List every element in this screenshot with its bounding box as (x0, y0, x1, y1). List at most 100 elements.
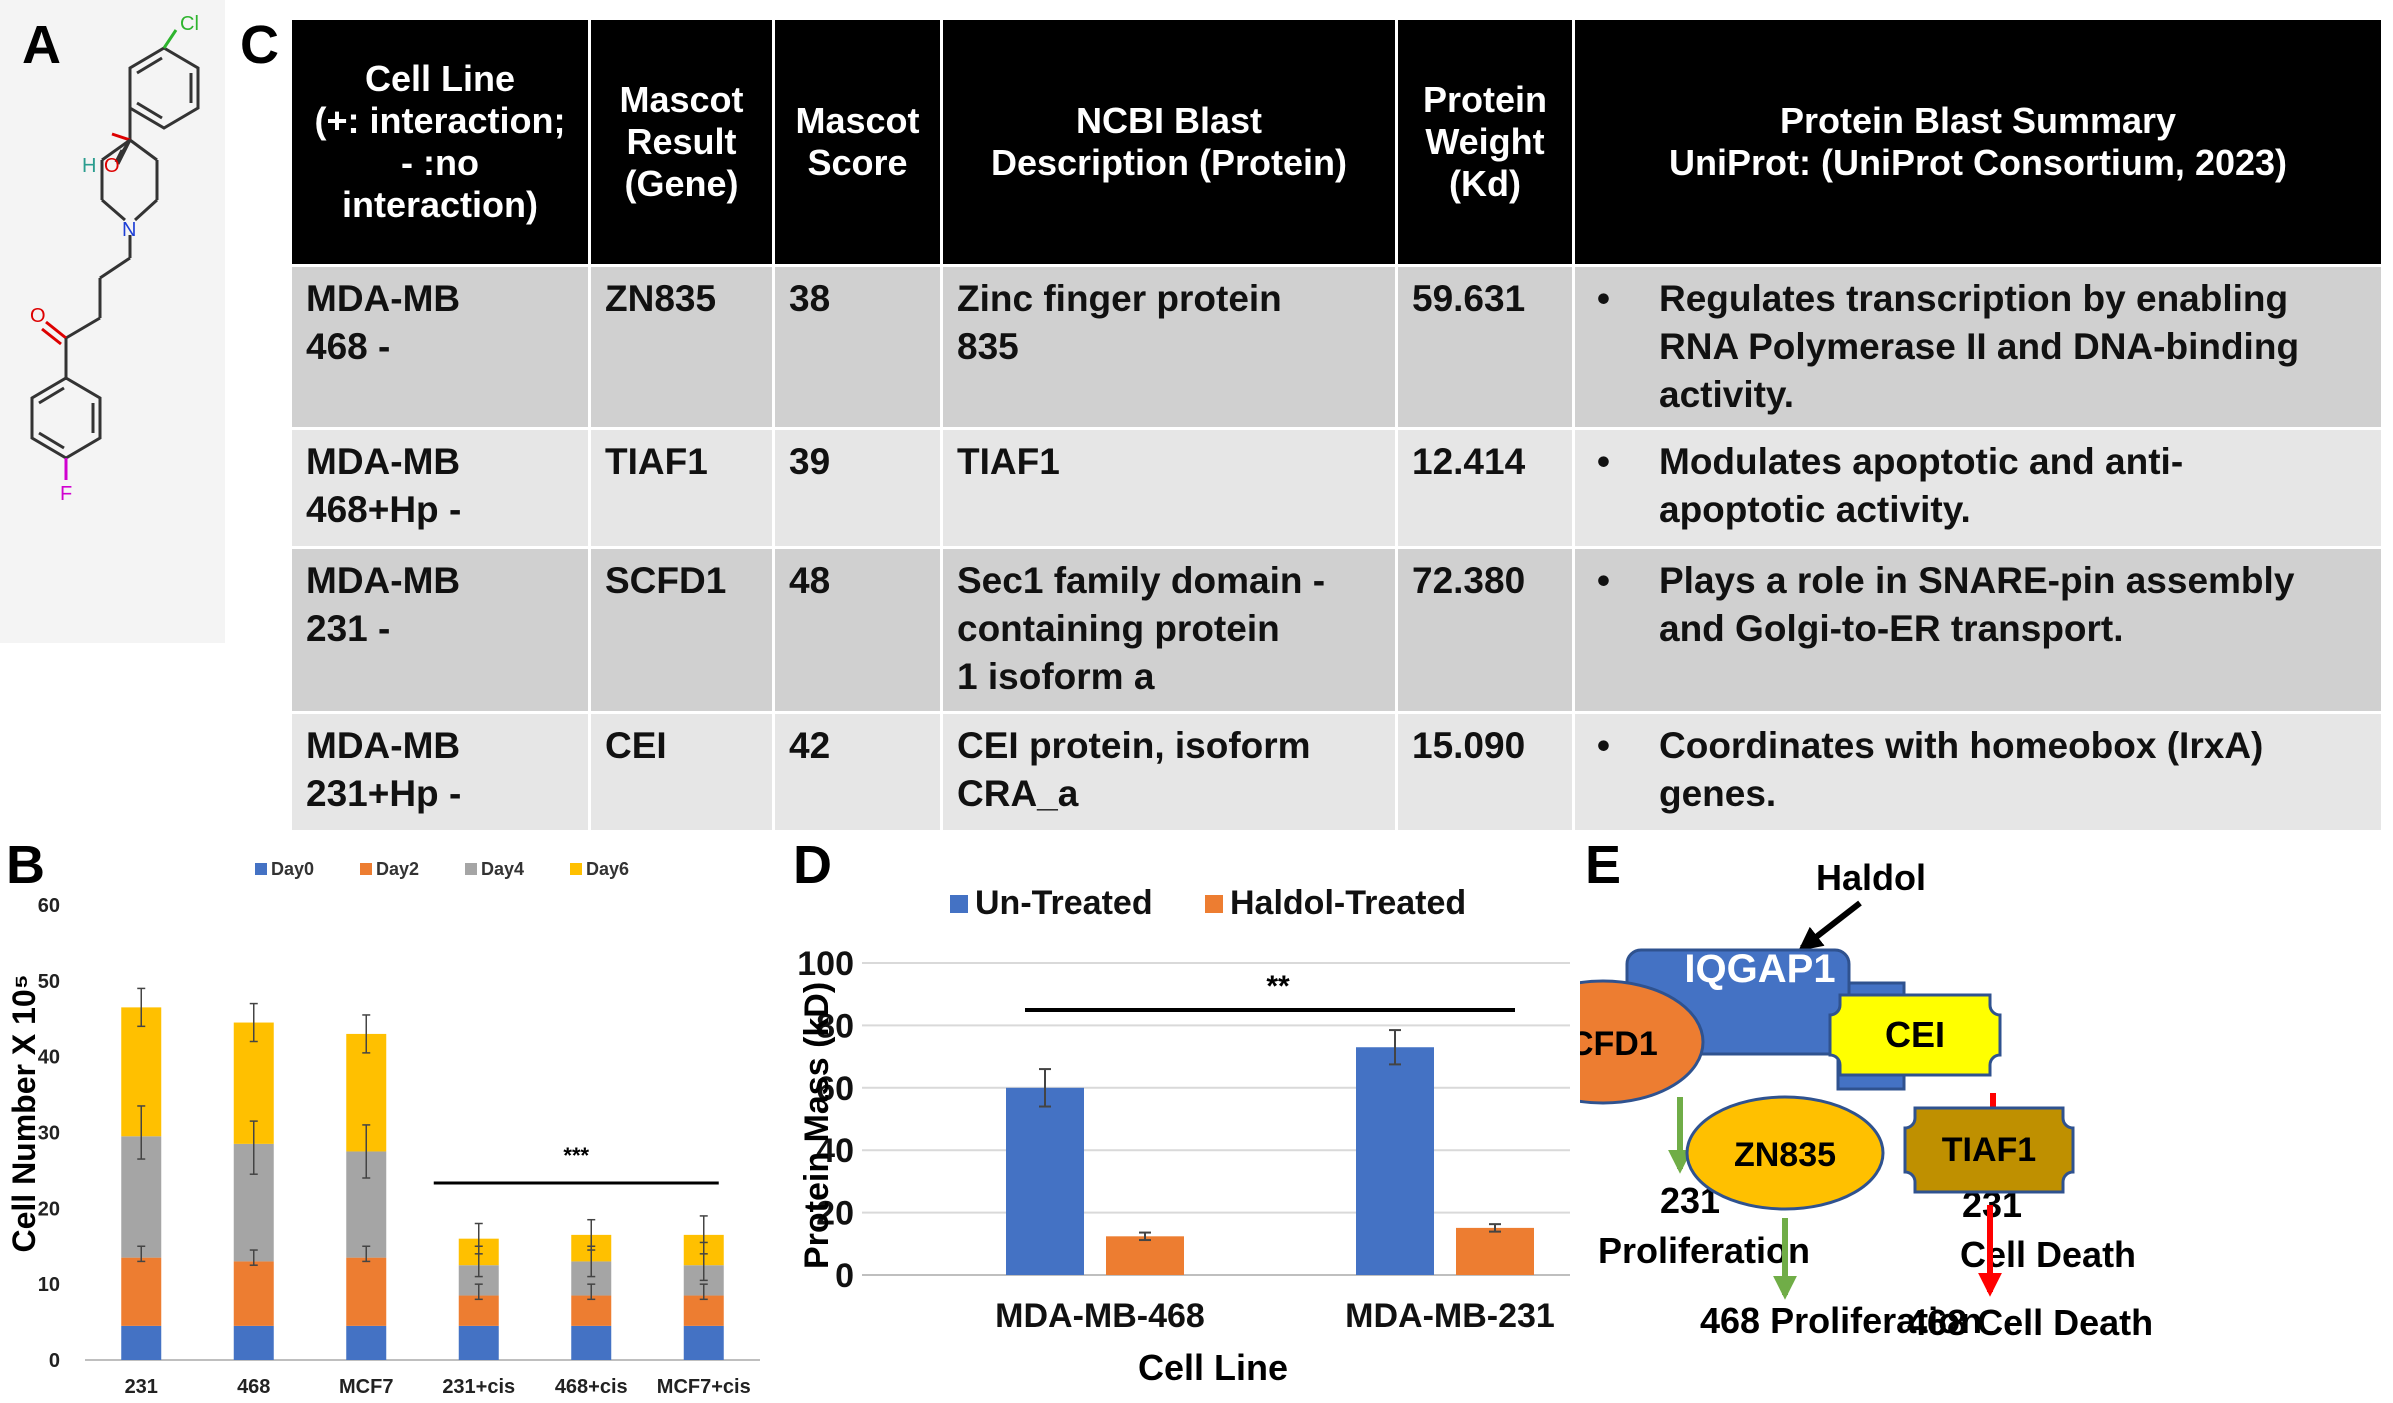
cell-description: Zinc finger protein 835 (940, 264, 1398, 430)
x-tick-label: 468 (237, 1376, 270, 1398)
y-tick-label: 40 (816, 1132, 854, 1170)
cell-line: MDA-MB 468+Hp - (289, 427, 591, 549)
y-tick-label: 20 (38, 1198, 60, 1220)
x-axis-label: Cell Line (1138, 1347, 1288, 1388)
cell-weight: 59.631 (1395, 264, 1575, 430)
cell-gene: SCFD1 (588, 546, 775, 714)
cell-number-chart: 0 10 20 30 40 50 60 Cell Number X 10⁵ Day0 Day2 Da… (6, 859, 760, 1398)
atom-n: N (122, 219, 136, 241)
cell-weight: 12.414 (1395, 427, 1575, 549)
atom-h: H (82, 155, 96, 177)
bar-segment (346, 1325, 387, 1360)
y-tick-label: 80 (816, 1007, 854, 1045)
cei-box (1828, 993, 2002, 1077)
table-header-row: Cell Line (+: interaction; - :no interactio… (289, 17, 2384, 267)
cell-summary: • Regulates transcription by enabling RNA … (1572, 264, 2384, 430)
bullet: • (1597, 278, 1610, 319)
x-tick-label: 468+cis (555, 1376, 628, 1398)
cell-summary: • Plays a role in SNARE-pin assembly and G… (1572, 546, 2384, 714)
death231-text: Cell Death (1960, 1234, 2136, 1275)
legend-label: Haldol-Treated (1230, 884, 1466, 922)
bullet: • (1597, 725, 1610, 766)
scfd1-ellipse (1580, 979, 1705, 1105)
bar-segment (458, 1295, 499, 1326)
legend-swatch (465, 863, 477, 875)
cell-description: Sec1 family domain - containing protein 1 … (940, 546, 1398, 714)
bar-segment (121, 1325, 162, 1360)
legend-label: Day2 (376, 859, 419, 879)
cell-weight: 15.090 (1395, 711, 1575, 833)
scfd1-label: SCFD1 (1580, 1025, 1658, 1063)
y-tick-label: 40 (38, 1047, 60, 1069)
panel-d-letter: D (793, 835, 832, 895)
table-row: MDA-MB 468 - ZN835 38 Zinc finger protein… (289, 264, 2384, 430)
cell-gene: TIAF1 (588, 427, 775, 549)
prolif468-label: 468 Proliferation (1700, 1300, 1982, 1341)
header-mascot-result: Mascot Result (Gene) (588, 17, 775, 267)
iqgap1-label: IQGAP1 (1684, 947, 1835, 991)
molecule-panel: Cl H O N O F (0, 0, 225, 643)
legend-swatch (1205, 895, 1223, 913)
header-ncbi-blast: NCBI Blast Description (Protein) (940, 17, 1398, 267)
zn835-ellipse (1685, 1095, 1885, 1211)
legend-swatch (255, 863, 267, 875)
cell-line: MDA-MB 468 - (289, 264, 591, 430)
cell-score: 39 (772, 427, 943, 549)
bar (1106, 1236, 1184, 1275)
atom-o-ketone: O (30, 305, 46, 327)
zn835-label: ZN835 (1734, 1136, 1836, 1174)
cell-summary: • Coordinates with homeobox (IrxA) genes. (1572, 711, 2384, 833)
atom-cl: Cl (180, 13, 199, 35)
panel-c-letter: C (240, 15, 279, 75)
panel-e-letter: E (1585, 835, 1622, 895)
x-tick-label: 231 (125, 1376, 158, 1398)
bar-segment (121, 1257, 162, 1326)
x-tick-label: 231+cis (442, 1376, 515, 1398)
legend-label: Day4 (481, 859, 524, 879)
y-tick-label: 20 (816, 1195, 854, 1233)
y-tick-label: 30 (38, 1123, 60, 1145)
bar-segment (233, 1325, 274, 1360)
y-tick-label: 100 (797, 945, 854, 983)
significance-label: ** (1266, 970, 1290, 1003)
cei-label: CEI (1885, 1014, 1945, 1055)
x-tick-label: MDA-MB-468 (995, 1297, 1205, 1335)
cell-score: 48 (772, 546, 943, 714)
bar-segment (683, 1325, 724, 1360)
header-protein-weight: Protein Weight (Kd) (1395, 17, 1575, 267)
x-tick-label: MCF7+cis (657, 1376, 751, 1398)
atom-o-hydroxyl: O (104, 155, 120, 177)
bullet: • (1597, 441, 1610, 482)
cell-description: TIAF1 (940, 427, 1398, 549)
cell-weight: 72.380 (1395, 546, 1575, 714)
bar-segment (458, 1325, 499, 1360)
significance-label: *** (563, 1143, 589, 1168)
header-mascot-score: Mascot Score (772, 17, 943, 267)
cell-line: MDA-MB 231 - (289, 546, 591, 714)
haldol-arrow (1798, 900, 1862, 951)
panel-b-letter: B (6, 835, 45, 895)
legend-label: Un-Treated (975, 884, 1153, 922)
y-axis-label: Protein Mass (kD) (798, 982, 836, 1269)
bar (1006, 1087, 1084, 1275)
cell-line: MDA-MB 231+Hp - (289, 711, 591, 833)
cell-gene: ZN835 (588, 264, 775, 430)
y-tick-label: 0 (835, 1257, 854, 1295)
legend-swatch (360, 863, 372, 875)
table-row: MDA-MB 231+Hp - CEI 42 CEI protein, isofo… (289, 711, 2384, 833)
cell-gene: CEI (588, 711, 775, 833)
bar-segment (346, 1257, 387, 1326)
atom-f: F (60, 483, 72, 505)
header-blast-summary: Protein Blast Summary UniProt: (UniProt C… (1572, 17, 2384, 267)
panel-a-letter: A (22, 15, 61, 75)
legend-swatch (950, 895, 968, 913)
haldol-label: Haldol (1816, 857, 1926, 898)
legend-swatch (570, 863, 582, 875)
y-axis-label: Cell Number X 10⁵ (6, 974, 42, 1252)
protein-table: Cell Line (+: interaction; - :no interactio… (289, 17, 2384, 833)
haloperidol-structure: Cl H O N O F (0, 0, 225, 643)
bar (1456, 1227, 1534, 1275)
bar-segment (571, 1295, 612, 1326)
cell-score: 38 (772, 264, 943, 430)
legend-label: Day6 (586, 859, 629, 879)
